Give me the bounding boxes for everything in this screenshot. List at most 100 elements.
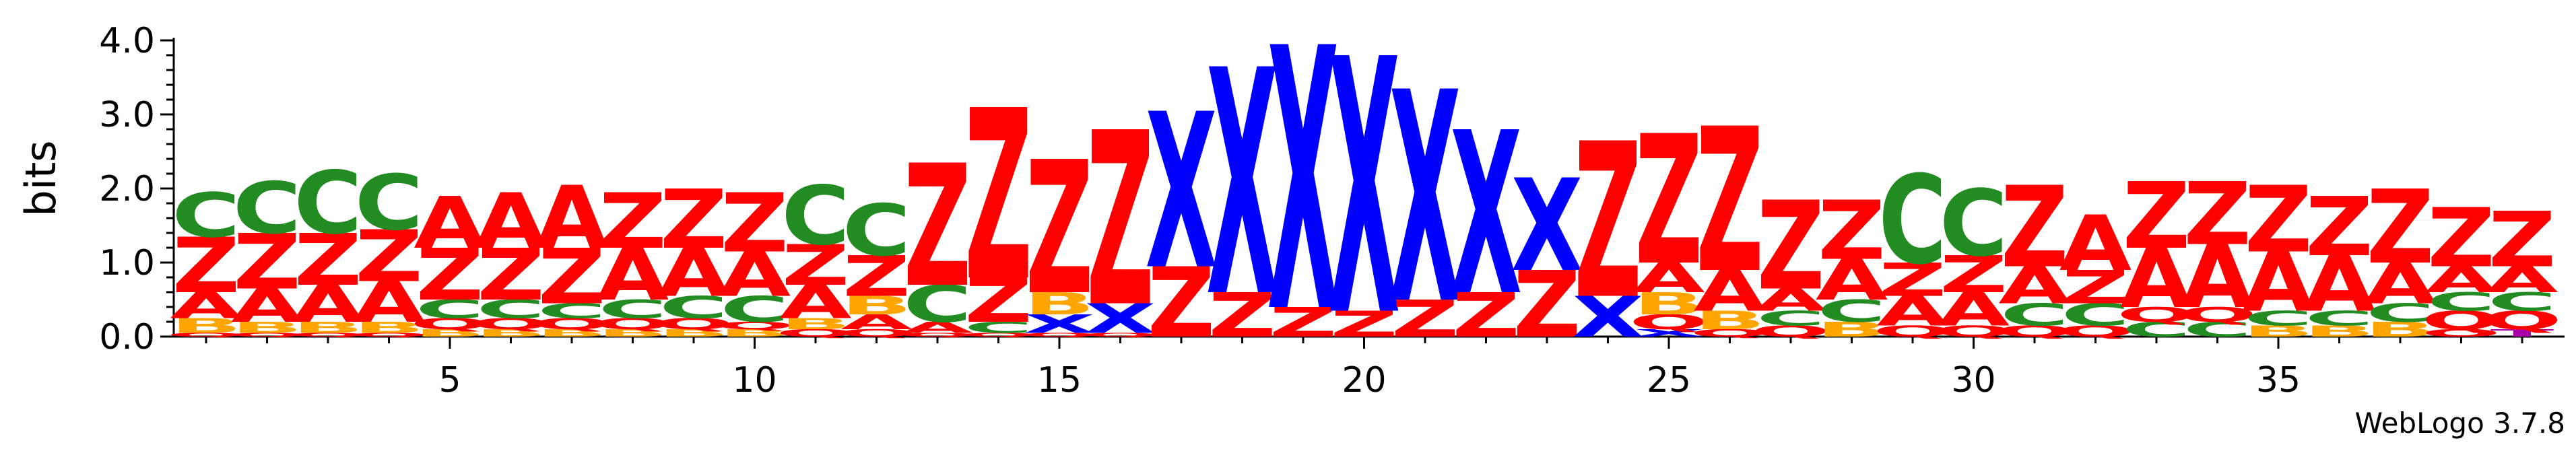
logo-letter: Q (2422, 306, 2501, 335)
logo-letter: C (172, 180, 240, 251)
logo-letter: Z (2488, 196, 2556, 284)
logo-letter: C (1756, 307, 1825, 331)
logo-letter: Z (843, 244, 911, 310)
logo-letter: Q (2178, 303, 2257, 326)
logo-letter: B (170, 314, 242, 338)
logo-letter: Z (1940, 245, 2008, 304)
logo-letter: A (1816, 248, 1888, 313)
logo-letter: C (1818, 293, 1886, 329)
logo-letter: Z (1879, 254, 1947, 307)
logo-letter: C (294, 153, 362, 254)
logo-stack: ZX (1206, 6, 1278, 366)
logo-letter: Z (1330, 304, 1398, 345)
logo-letter: X (1206, 6, 1278, 366)
logo-letter: C (477, 295, 546, 324)
logo-stack: QXZ (1081, 83, 1160, 360)
logo-letter: Z (1452, 280, 1520, 351)
logo-letter: A (1998, 256, 2070, 316)
logo-letter: C (781, 168, 850, 263)
logo-letter: A (2486, 259, 2558, 300)
x-tick-label: 30 (1951, 360, 1995, 401)
logo-letter: X (1450, 85, 1522, 345)
logo-letter: B (780, 315, 851, 333)
y-tick-label: 3.0 (99, 95, 155, 135)
axes: 0.0 1.0 2.0 3.0 4.0 5 10 15 20 25 30 35 (99, 21, 2565, 401)
logo-letter: B (2304, 322, 2375, 340)
logo-letter: Z (538, 233, 606, 321)
x-tick-label: 25 (1647, 360, 1691, 401)
logo-letter: A (1876, 288, 1949, 335)
logo-letter: X (1572, 285, 1644, 350)
logo-letter: Z (1513, 252, 1581, 358)
logo-stack: ZX (1450, 85, 1522, 351)
logo-letter: Z (355, 216, 423, 299)
logo-letter: T (2490, 327, 2554, 339)
logo-letter: C (233, 168, 302, 250)
logo-letter: B (1024, 286, 1095, 322)
logo-letter: X (1267, 0, 1340, 392)
x-tick-label: 35 (2256, 360, 2301, 401)
logo-stack: ZX (1389, 32, 1461, 369)
logo-letter: A (840, 310, 913, 334)
logo-letter: C (2427, 287, 2496, 317)
y-tick-label: 4.0 (99, 21, 155, 61)
logo-letter: Z (1696, 87, 1764, 318)
logo-letter: C (843, 190, 911, 273)
y-tick-label: 1.0 (99, 243, 155, 283)
logo-letter: B (719, 327, 791, 339)
logo-letter: Z (1026, 123, 1094, 335)
logo-letter: B (475, 327, 547, 339)
logo-letter: Q (2117, 303, 2196, 326)
logo-letter: C (416, 295, 484, 324)
logo-letter: O (2422, 327, 2501, 339)
logo-stack: ZX (1328, 0, 1400, 393)
logo-stack: ZX (1146, 68, 1218, 359)
logo-stack: ZX (1511, 153, 1583, 359)
logo-letter: A (353, 270, 425, 335)
logo-letter: A (231, 279, 303, 333)
logo-letter: Q (898, 332, 977, 338)
logo-letter: Q (471, 315, 551, 333)
logo-letter: Z (1269, 300, 1337, 347)
logo-letter: B (292, 319, 364, 337)
logo-letter: Q (1081, 332, 1160, 338)
logo-letter: C (2000, 298, 2069, 333)
logo-letter: Z (2245, 168, 2313, 273)
logo-letter: C (721, 289, 789, 330)
x-tick-label: 15 (1037, 360, 1082, 401)
logo-letter: A (1938, 283, 2010, 337)
logo-letter: Z (1574, 98, 1642, 346)
logo-letter: C (659, 290, 728, 326)
logo-letter: Z (964, 62, 1032, 333)
logo-letter: B (658, 327, 729, 339)
logo-letter: Q (837, 327, 917, 339)
logo-letter: C (2488, 287, 2556, 317)
logo-letter: Z (1148, 248, 1216, 360)
logo-letter: A (2425, 259, 2497, 300)
logo-letter: Z (2123, 164, 2191, 269)
logo-letter: Z (2061, 261, 2129, 314)
logo-letter: C (2122, 318, 2191, 341)
logo-letter: Z (477, 234, 545, 317)
logo-letter: Q (2482, 306, 2562, 335)
logo-letter: A (1632, 255, 1705, 302)
logo-letter: C (903, 275, 972, 334)
logo-letter: Q (593, 315, 673, 333)
